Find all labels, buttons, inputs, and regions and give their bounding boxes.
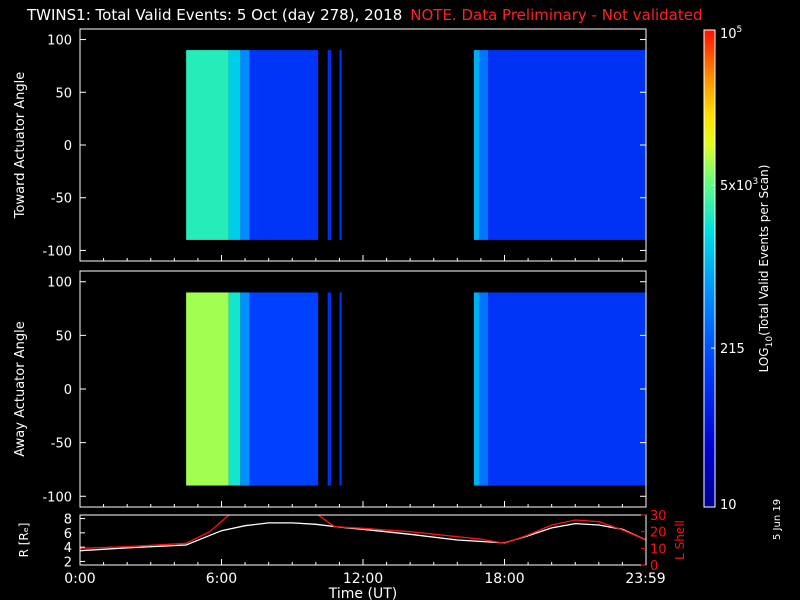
y-tick-label-right: 20 bbox=[650, 526, 667, 541]
x-tick-label: 12:00 bbox=[343, 571, 383, 587]
heatmap-band bbox=[473, 50, 480, 240]
x-tick-label: 6:00 bbox=[206, 571, 237, 587]
y-tick-label: -100 bbox=[42, 244, 72, 259]
heatmap-band bbox=[327, 50, 332, 240]
colorbar-tick-label: 105 bbox=[720, 25, 742, 42]
heatmap-band bbox=[249, 292, 319, 486]
heatmap-band bbox=[228, 292, 241, 486]
y-tick-label: 50 bbox=[55, 329, 72, 344]
colorbar-gradient bbox=[704, 30, 715, 507]
heatmap-band bbox=[186, 50, 229, 240]
y-tick-label: -100 bbox=[42, 490, 72, 505]
heatmap-band bbox=[240, 292, 250, 486]
y-tick-label: 50 bbox=[55, 86, 72, 101]
colorbar-frame bbox=[703, 29, 716, 508]
heatmap-band bbox=[240, 50, 250, 240]
y-tick-label-left: 2 bbox=[64, 555, 72, 570]
y-tick-label-left: 6 bbox=[64, 527, 72, 542]
toward-panel: 100 50 0 -50 -100 Toward Actuator Angle bbox=[13, 28, 647, 262]
x-tick-label: 0:00 bbox=[64, 571, 95, 587]
heatmap-band bbox=[186, 292, 229, 486]
y-tick-label-left: 4 bbox=[64, 541, 72, 556]
y-axis-label-left: R [Rₑ] bbox=[17, 523, 31, 558]
y-tick-label: 100 bbox=[47, 276, 72, 291]
y-tick-label: 100 bbox=[47, 34, 72, 49]
y-axis-label-right: L Shell bbox=[673, 520, 687, 560]
heatmap-band bbox=[479, 50, 488, 240]
colorbar-tick-label: 10 bbox=[720, 498, 737, 513]
y-tick-label-right: 0 bbox=[650, 559, 658, 574]
heatmap-band bbox=[339, 292, 342, 486]
colorbar-tick-label: 215 bbox=[720, 342, 745, 357]
colorbar-tick-label: 5x103 bbox=[720, 177, 758, 194]
away-panel: 100 50 0 -50 -100 Away Actuator Angle bbox=[13, 270, 647, 508]
date-stamp: 5 Jun 19 bbox=[772, 498, 783, 540]
colorbar-label: LOG10(Total Valid Events per Scan) bbox=[757, 165, 775, 373]
x-tick-label: 18:00 bbox=[484, 571, 524, 587]
y-axis-label: Away Actuator Angle bbox=[13, 321, 28, 456]
heatmap-band bbox=[228, 50, 241, 240]
panel-background bbox=[80, 515, 646, 565]
y-tick-label: -50 bbox=[51, 192, 72, 207]
series-line-r bbox=[80, 522, 646, 552]
x-tick-label: 23:59 bbox=[625, 571, 665, 587]
heatmap-band bbox=[249, 50, 319, 240]
y-tick-label: 0 bbox=[64, 383, 72, 398]
y-tick-label: -50 bbox=[51, 437, 72, 452]
heatmap-band bbox=[327, 292, 332, 486]
y-tick-label-right: 10 bbox=[650, 542, 667, 557]
heatmap-band bbox=[473, 292, 480, 486]
heatmap-band bbox=[487, 292, 646, 486]
y-tick-label: 0 bbox=[64, 139, 72, 154]
x-axis-label: Time (UT) bbox=[328, 586, 397, 600]
heatmap-band bbox=[339, 50, 342, 240]
heatmap-band bbox=[487, 50, 646, 240]
series-line-lshell bbox=[80, 515, 646, 549]
y-axis-label: Toward Actuator Angle bbox=[13, 72, 28, 219]
plot-title: TWINS1: Total Valid Events: 5 Oct (day 2… bbox=[27, 6, 703, 24]
heatmap-band bbox=[479, 292, 488, 486]
title-note: NOTE. Data Preliminary - Not validated bbox=[410, 6, 703, 24]
y-tick-label-right: 30 bbox=[650, 509, 667, 524]
y-tick-label-left: 8 bbox=[64, 513, 72, 528]
title-main: TWINS1: Total Valid Events: 5 Oct (day 2… bbox=[27, 6, 403, 24]
colorbar: 10 215 5x103 105 LOG10(Total Valid Events pe… bbox=[703, 25, 775, 513]
